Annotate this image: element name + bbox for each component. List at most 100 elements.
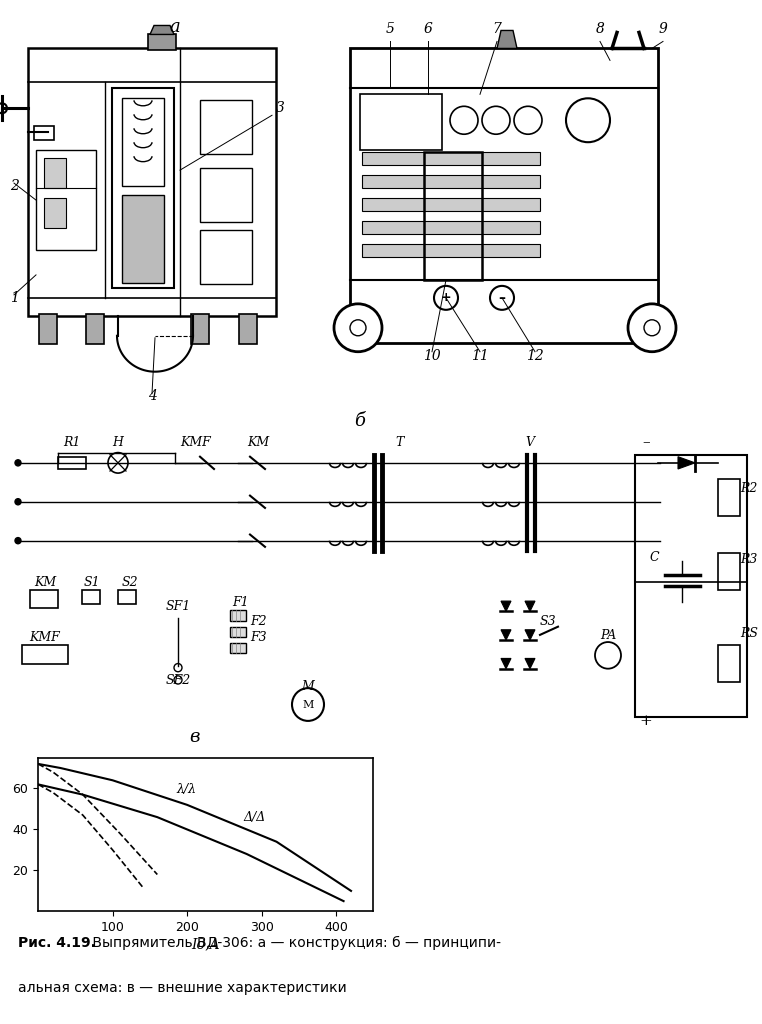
Bar: [360, 94, 442, 151]
Text: в: в: [189, 728, 200, 746]
Polygon shape: [150, 26, 174, 35]
Polygon shape: [525, 658, 535, 669]
Text: KM: KM: [34, 575, 56, 589]
Text: –: –: [642, 435, 650, 450]
Text: альная схема: в — внешние характеристики: альная схема: в — внешние характеристики: [18, 981, 347, 995]
Bar: [112, 88, 174, 288]
Text: 11: 11: [471, 349, 489, 362]
Circle shape: [490, 286, 514, 310]
Bar: [362, 198, 540, 211]
Bar: [58, 457, 86, 469]
Polygon shape: [525, 601, 535, 611]
Bar: [350, 48, 658, 343]
Text: H: H: [113, 436, 123, 450]
Text: 1: 1: [10, 291, 18, 305]
Text: 5: 5: [386, 23, 395, 37]
Bar: [230, 643, 246, 653]
Bar: [22, 645, 68, 664]
Bar: [362, 153, 540, 165]
Bar: [34, 126, 54, 140]
Polygon shape: [525, 630, 535, 640]
Circle shape: [174, 676, 182, 684]
Text: –: –: [498, 291, 505, 305]
Circle shape: [15, 499, 21, 505]
Text: +: +: [639, 714, 652, 728]
Bar: [44, 158, 66, 188]
Bar: [635, 455, 747, 717]
Polygon shape: [501, 630, 511, 640]
Circle shape: [15, 538, 21, 544]
Circle shape: [108, 453, 128, 473]
Bar: [200, 168, 252, 222]
Text: +: +: [440, 292, 451, 304]
Bar: [424, 153, 482, 280]
Text: KMF: KMF: [181, 436, 211, 450]
Bar: [718, 645, 740, 682]
Text: б: б: [354, 412, 366, 430]
Bar: [191, 313, 209, 344]
Circle shape: [334, 304, 382, 351]
Text: 8: 8: [596, 23, 604, 37]
Bar: [28, 48, 276, 315]
Text: KMF: KMF: [30, 631, 60, 644]
Circle shape: [0, 103, 7, 114]
Text: 2: 2: [10, 179, 18, 194]
Text: R1: R1: [63, 436, 81, 450]
Bar: [122, 196, 164, 283]
Text: 9: 9: [658, 23, 668, 37]
Text: 3: 3: [276, 101, 284, 116]
Text: Δ/Δ: Δ/Δ: [243, 811, 265, 824]
Bar: [39, 313, 57, 344]
Bar: [148, 35, 176, 50]
Bar: [239, 313, 257, 344]
Text: Рис. 4.19.: Рис. 4.19.: [18, 936, 96, 950]
Text: R3: R3: [740, 553, 757, 566]
Bar: [82, 590, 100, 604]
Bar: [122, 98, 164, 186]
Text: S2: S2: [122, 575, 139, 589]
Bar: [718, 479, 740, 516]
Circle shape: [595, 642, 621, 669]
Bar: [362, 221, 540, 234]
Polygon shape: [501, 658, 511, 669]
Text: 12: 12: [526, 349, 544, 362]
Text: SF1: SF1: [165, 600, 190, 613]
Text: M: M: [302, 680, 315, 693]
Circle shape: [450, 106, 478, 134]
Bar: [230, 627, 246, 637]
Text: 10: 10: [423, 349, 441, 362]
Text: RS: RS: [740, 627, 758, 640]
Polygon shape: [678, 457, 695, 469]
Bar: [362, 244, 540, 257]
Circle shape: [482, 106, 510, 134]
Bar: [200, 100, 252, 155]
Text: 6: 6: [424, 23, 433, 37]
Circle shape: [174, 664, 182, 672]
Bar: [86, 313, 104, 344]
Text: SF2: SF2: [165, 674, 190, 687]
Bar: [30, 590, 58, 608]
Text: M: M: [303, 699, 314, 710]
X-axis label: Iд,A: Iд,A: [191, 937, 220, 951]
Circle shape: [644, 319, 660, 336]
Circle shape: [15, 460, 21, 466]
Text: Выпрямитель ВД-306: а — конструкция: б — принципи-: Выпрямитель ВД-306: а — конструкция: б —…: [88, 936, 501, 950]
Circle shape: [628, 304, 676, 351]
Text: KM: KM: [247, 436, 269, 450]
Bar: [362, 175, 540, 188]
Text: F2: F2: [250, 614, 266, 628]
Circle shape: [350, 319, 366, 336]
Polygon shape: [501, 601, 511, 611]
Circle shape: [566, 98, 610, 142]
Text: а: а: [170, 18, 181, 37]
Text: F1: F1: [232, 596, 248, 609]
Bar: [230, 610, 246, 621]
Circle shape: [514, 106, 542, 134]
Text: C: C: [649, 551, 659, 564]
Bar: [118, 590, 136, 604]
Text: V: V: [526, 436, 534, 450]
Text: F3: F3: [250, 631, 266, 644]
Bar: [200, 230, 252, 284]
Bar: [44, 198, 66, 228]
Text: PA: PA: [600, 629, 616, 642]
